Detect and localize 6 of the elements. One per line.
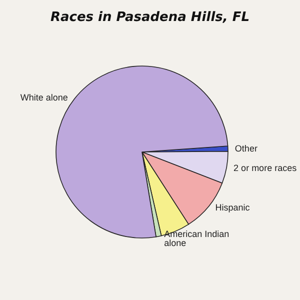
slice-label: White alone (20, 92, 68, 102)
chart-title: Races in Pasadena Hills, FL (50, 10, 250, 25)
slice-label: American Indian alone (164, 228, 232, 248)
slice-label: Other (234, 144, 258, 154)
slice-label: Hispanic (215, 202, 250, 213)
slice-label: 2 or more races (234, 162, 298, 173)
